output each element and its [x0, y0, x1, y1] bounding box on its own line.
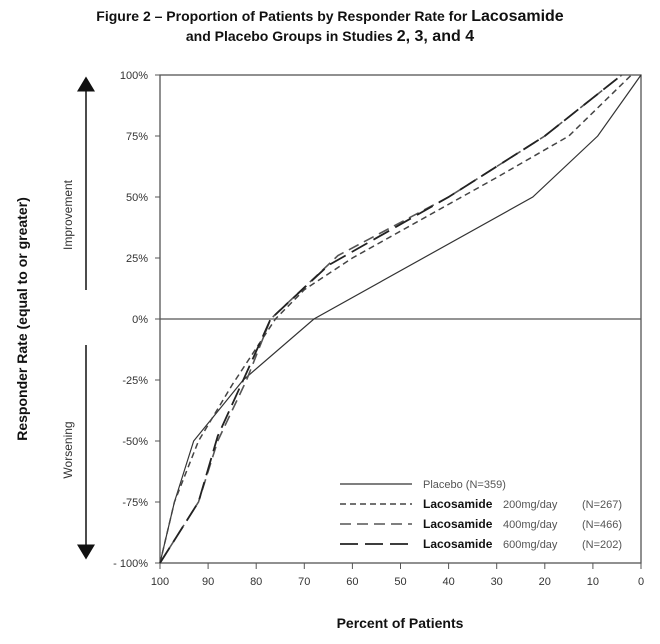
title-text: Figure 2 – Proportion of Patients by Res…	[96, 8, 472, 24]
legend-dose-2: 400mg/day	[503, 519, 558, 531]
legend-dose-1: 200mg/day	[503, 499, 558, 511]
y-tick-label: -50%	[122, 436, 148, 448]
x-axis-label: Percent of Patients	[337, 615, 464, 631]
legend-n-1: (N=267)	[582, 499, 622, 511]
legend-n-3: (N=202)	[582, 539, 622, 551]
series-line-3	[159, 74, 623, 564]
legend-drug-2: Lacosamide	[423, 517, 493, 531]
legend-n-2: (N=466)	[582, 519, 622, 531]
y-tick-label: 50%	[126, 192, 148, 204]
x-tick-label: 20	[539, 576, 551, 588]
x-tick-label: 10	[587, 576, 599, 588]
title-studies: 2, 3, and 4	[396, 28, 475, 45]
x-tick-label: 70	[298, 576, 310, 588]
y-tick-label: 100%	[120, 70, 148, 82]
y-tick-label: 25%	[126, 253, 148, 265]
title-drug: Lacosamide	[471, 8, 564, 25]
title-text: and Placebo Groups in Studies	[185, 28, 397, 44]
x-tick-label: 60	[346, 576, 358, 588]
y-tick-label: - 100%	[113, 558, 148, 570]
legend-drug-1: Lacosamide	[423, 497, 493, 511]
legend-dose-3: 600mg/day	[503, 539, 558, 551]
x-tick-label: 0	[638, 576, 644, 588]
improvement-label: Improvement	[61, 179, 75, 250]
chart-title-line2: and Placebo Groups in Studies 2, 3, and …	[0, 28, 660, 46]
y-tick-label: -25%	[122, 375, 148, 387]
chart-title-line1: Figure 2 – Proportion of Patients by Res…	[0, 8, 660, 26]
y-tick-label: -75%	[122, 497, 148, 509]
worsening-label: Worsening	[61, 421, 75, 478]
series-line-1	[159, 74, 632, 564]
y-tick-label: 0%	[132, 314, 148, 326]
legend-label-0: Placebo (N=359)	[423, 479, 506, 491]
x-tick-label: 50	[394, 576, 406, 588]
x-tick-label: 100	[151, 576, 169, 588]
x-tick-label: 90	[202, 576, 214, 588]
x-tick-label: 80	[250, 576, 262, 588]
y-tick-label: 75%	[126, 131, 148, 143]
x-tick-label: 30	[491, 576, 503, 588]
legend-drug-3: Lacosamide	[423, 537, 493, 551]
y-axis-label: Responder Rate (equal to or greater)	[14, 197, 30, 441]
x-tick-label: 40	[442, 576, 454, 588]
